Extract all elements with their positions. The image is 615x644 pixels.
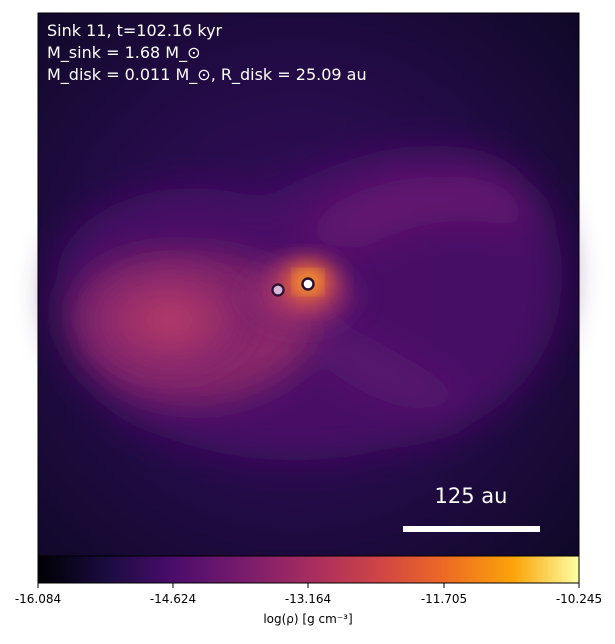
disk-properties-label: M_disk = 0.011 M_⊙, R_disk = 25.09 au <box>47 65 367 84</box>
colorbar-tick-label: -13.164 <box>284 592 332 606</box>
sink-mass-label: M_sink = 1.68 M_⊙ <box>47 43 201 62</box>
colorbar-axis-label: log(ρ) [g cm⁻³] <box>263 612 353 626</box>
sink-time-label: Sink 11, t=102.16 kyr <box>47 21 223 40</box>
colorbar-tick-label: -16.084 <box>14 592 62 606</box>
colorbar <box>37 555 580 588</box>
colorbar-tick-label: -11.705 <box>420 592 468 606</box>
primary-sink-marker <box>301 277 315 291</box>
secondary-sink-marker <box>271 283 285 297</box>
scale-bar <box>403 526 540 532</box>
density-map <box>37 12 580 557</box>
colorbar-tick-label: -10.245 <box>555 592 603 606</box>
scale-bar-label: 125 au <box>434 484 508 508</box>
colorbar-tick-label: -14.624 <box>149 592 197 606</box>
